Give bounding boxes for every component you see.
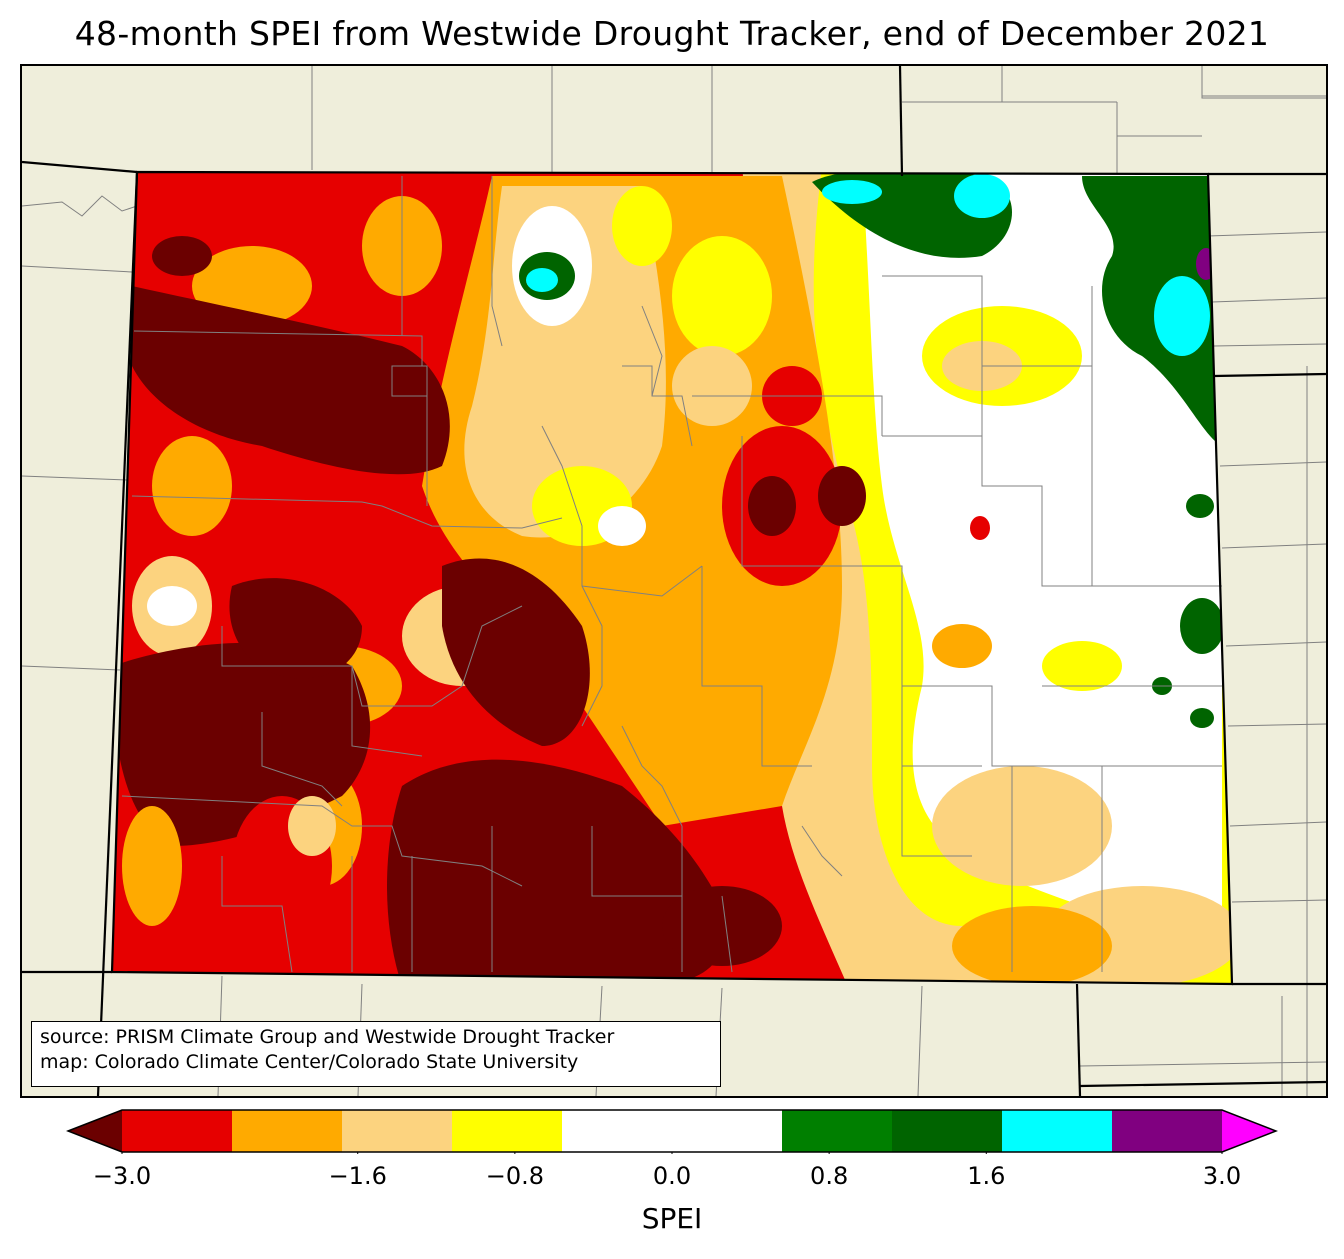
spei-colorbar <box>66 1109 1278 1154</box>
colorbar-tick-label: 3.0 <box>1202 1162 1242 1190</box>
source-attribution-box: source: PRISM Climate Group and Westwide… <box>31 1021 721 1087</box>
colorbar-tick-label: 0.8 <box>810 1162 849 1190</box>
colorado-county-lines <box>121 176 1222 973</box>
state-borders <box>22 66 1326 1096</box>
colorbar-extend-high <box>1222 1110 1276 1152</box>
map-credit-line: map: Colorado Climate Center/Colorado St… <box>40 1051 579 1073</box>
colorbar-segment <box>122 1110 233 1152</box>
colorbar-segment <box>342 1110 453 1152</box>
colorbar-label: SPEI <box>641 1202 703 1235</box>
colorbar-tick-label: 1.6 <box>967 1162 1006 1190</box>
spei-map: source: PRISM Climate Group and Westwide… <box>20 64 1328 1098</box>
colorbar-tick-label: −3.0 <box>92 1162 152 1190</box>
source-line: source: PRISM Climate Group and Westwide… <box>40 1026 615 1048</box>
colorbar-segment <box>452 1110 563 1152</box>
colorbar-segment <box>1112 1110 1223 1152</box>
colorbar-segment <box>892 1110 1003 1152</box>
colorbar-segment <box>672 1110 783 1152</box>
colorbar-segment <box>562 1110 673 1152</box>
colorbar-extend-low <box>68 1110 122 1152</box>
colorbar-segment <box>1002 1110 1113 1152</box>
colorbar-tick-label: −0.8 <box>485 1162 544 1190</box>
colorbar-segment <box>232 1110 343 1152</box>
colorado-spei-svg <box>22 66 1326 1096</box>
colorbar-tick-label: 0.0 <box>652 1162 692 1190</box>
colorbar-tick-label: −1.6 <box>328 1162 387 1190</box>
map-title: 48-month SPEI from Westwide Drought Trac… <box>74 14 1270 53</box>
colorbar-segment <box>782 1110 893 1152</box>
spei-fill <box>112 172 1232 984</box>
